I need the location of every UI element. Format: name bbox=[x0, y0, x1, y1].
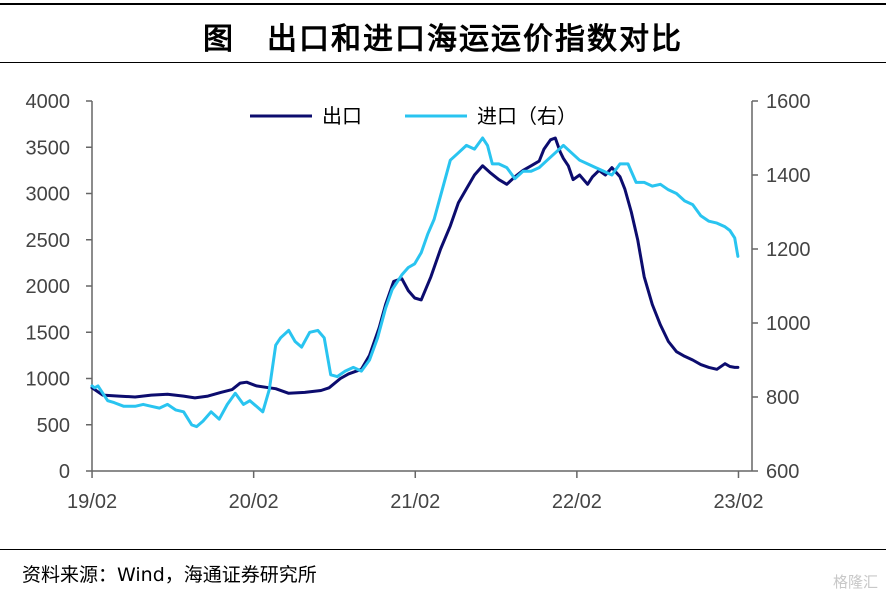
watermark-logo: 格隆汇 bbox=[832, 573, 878, 591]
axes-layer: 0 500 1000 1500 2000 2500 3000 3500 4000 600 800 10… bbox=[26, 91, 811, 513]
y-right-tick-label: 1000 bbox=[766, 313, 811, 335]
x-tick-label: 21/02 bbox=[390, 491, 440, 513]
y-right-tick-label: 800 bbox=[766, 387, 799, 409]
x-tick-label: 20/02 bbox=[229, 491, 279, 513]
source-note: 资料来源：Wind，海通证券研究所 bbox=[22, 564, 317, 586]
title-rule-bottom bbox=[0, 62, 886, 63]
line-chart: 0 500 1000 1500 2000 2500 3000 3500 4000 600 800 10… bbox=[26, 91, 811, 513]
y-left-tick-label: 2500 bbox=[26, 230, 71, 252]
legend-label-import: 进口（右） bbox=[477, 104, 577, 128]
series-line-import bbox=[90, 136, 740, 429]
y-left-tick-label: 0 bbox=[59, 461, 70, 483]
y-left-tick-label: 1500 bbox=[26, 322, 71, 344]
legend-label-export: 出口 bbox=[322, 104, 362, 128]
title-bar: 图 出口和进口海运运价指数对比 bbox=[0, 0, 886, 68]
x-tick-label: 22/02 bbox=[552, 491, 602, 513]
chart-title: 图 出口和进口海运运价指数对比 bbox=[203, 22, 683, 57]
y-right-tick-label: 1600 bbox=[766, 91, 811, 113]
y-left-tick-label: 1000 bbox=[26, 369, 71, 391]
y-left-tick-label: 500 bbox=[37, 415, 70, 437]
source-rule bbox=[0, 549, 886, 550]
y-right-tick-label: 600 bbox=[766, 461, 799, 483]
y-left-tick-label: 3000 bbox=[26, 184, 71, 206]
y-left-tick-label: 4000 bbox=[26, 91, 71, 113]
y-right-tick-label: 1200 bbox=[766, 239, 811, 261]
x-tick-label: 23/02 bbox=[713, 491, 763, 513]
x-tick-label: 19/02 bbox=[67, 491, 117, 513]
title-rule-top bbox=[0, 3, 886, 5]
chart-legend: 出口 进口（右） bbox=[250, 104, 577, 128]
series-line-export bbox=[90, 136, 740, 400]
y-left-tick-label: 2000 bbox=[26, 276, 71, 298]
y-left-tick-label: 3500 bbox=[26, 137, 71, 159]
y-right-tick-label: 1400 bbox=[766, 165, 811, 187]
series-layer bbox=[90, 136, 740, 429]
